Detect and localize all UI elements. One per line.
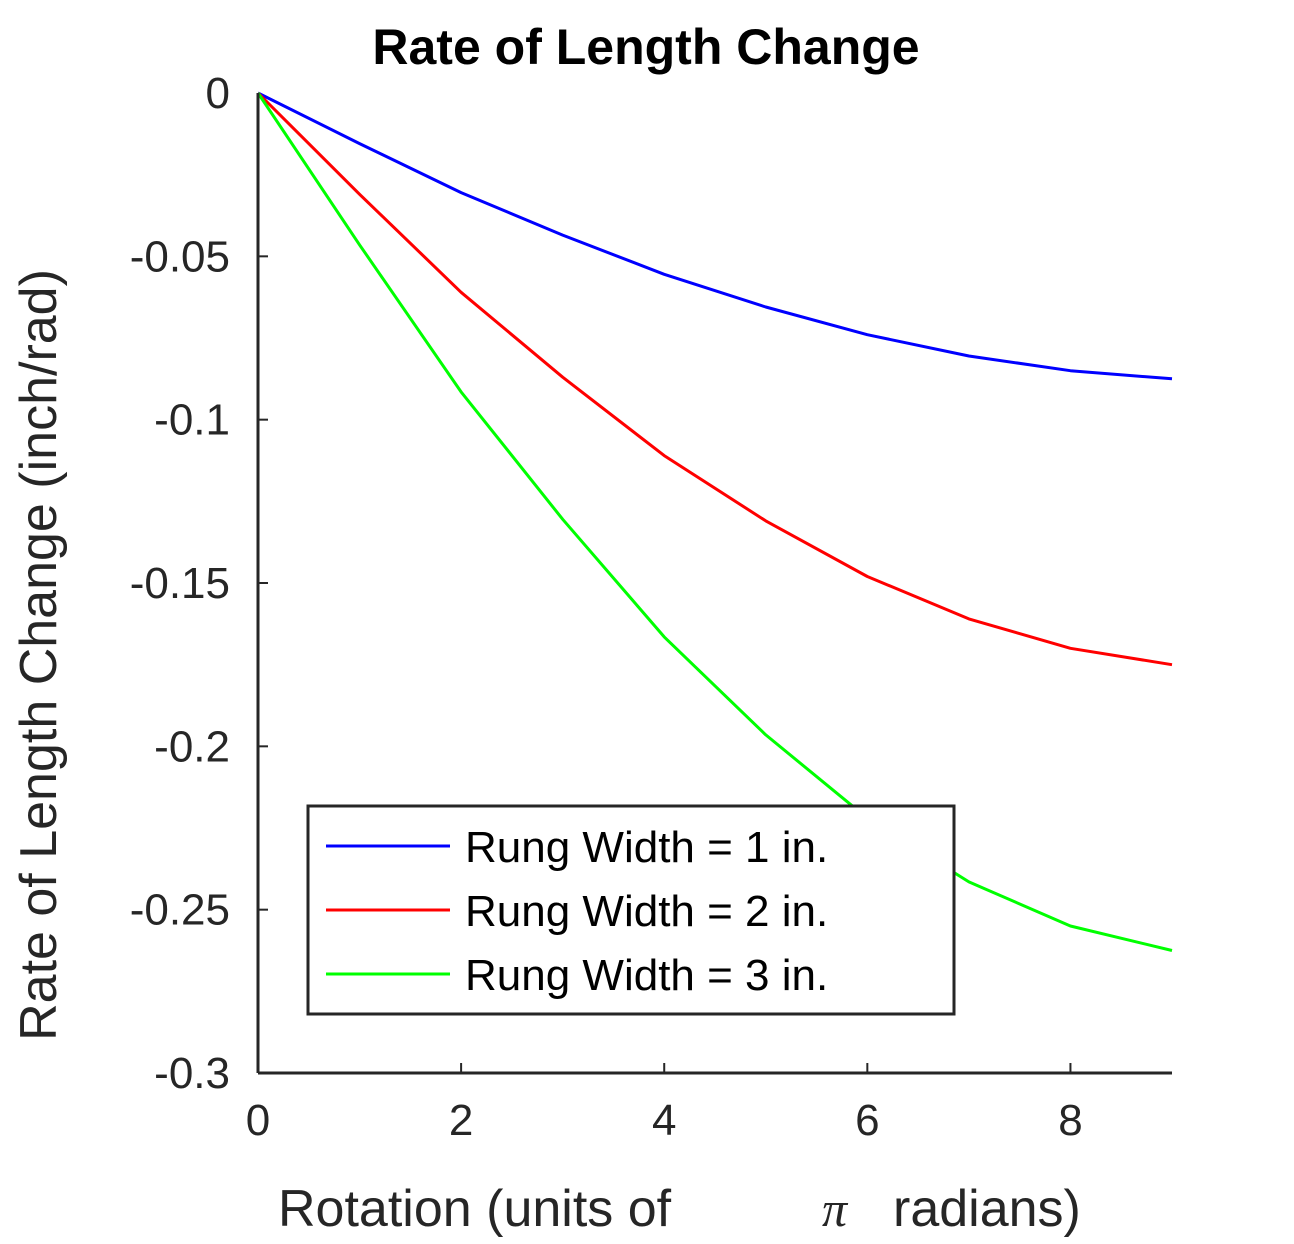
ticks-layer: 0 2 4 6 8 0 -0.05 -0.1 -0.15 -0.2 -0.25 -0.3 xyxy=(130,69,1083,1145)
x-axis-label-pi: π xyxy=(822,1181,849,1237)
y-tick-label: -0.05 xyxy=(130,232,230,281)
y-tick-label: -0.25 xyxy=(130,886,230,935)
legend-label-1: Rung Width = 1 in. xyxy=(465,823,828,872)
x-axis-label-main: Rotation (units of xyxy=(278,1180,672,1238)
series-line-1 xyxy=(257,91,1173,381)
y-tick-label: -0.2 xyxy=(154,722,230,771)
series-layer xyxy=(256,91,1173,952)
x-axis-label-tail: radians) xyxy=(893,1180,1081,1238)
x-tick-label: 4 xyxy=(652,1096,676,1145)
x-tick-label: 0 xyxy=(246,1096,270,1145)
y-tick-label: -0.3 xyxy=(154,1049,230,1098)
chart-title: Rate of Length Change xyxy=(372,19,919,75)
y-tick-label: -0.1 xyxy=(154,396,230,445)
legend-label-3: Rung Width = 3 in. xyxy=(465,951,828,1000)
legend: Rung Width = 1 in. Rung Width = 2 in. Rung… xyxy=(306,804,956,1016)
legend-label-2: Rung Width = 2 in. xyxy=(465,887,828,936)
legend-entries: Rung Width = 1 in. Rung Width = 2 in. Rung… xyxy=(326,823,828,1000)
x-tick-label: 8 xyxy=(1058,1096,1082,1145)
y-tick-label: 0 xyxy=(206,69,230,118)
series-line-3 xyxy=(256,92,1173,952)
x-tick-label: 2 xyxy=(449,1096,473,1145)
y-tick-label: -0.15 xyxy=(130,559,230,608)
x-tick-label: 6 xyxy=(855,1096,879,1145)
y-axis-label: Rate of Length Change (inch/rad) xyxy=(10,269,68,1041)
series-line-2 xyxy=(256,91,1173,667)
